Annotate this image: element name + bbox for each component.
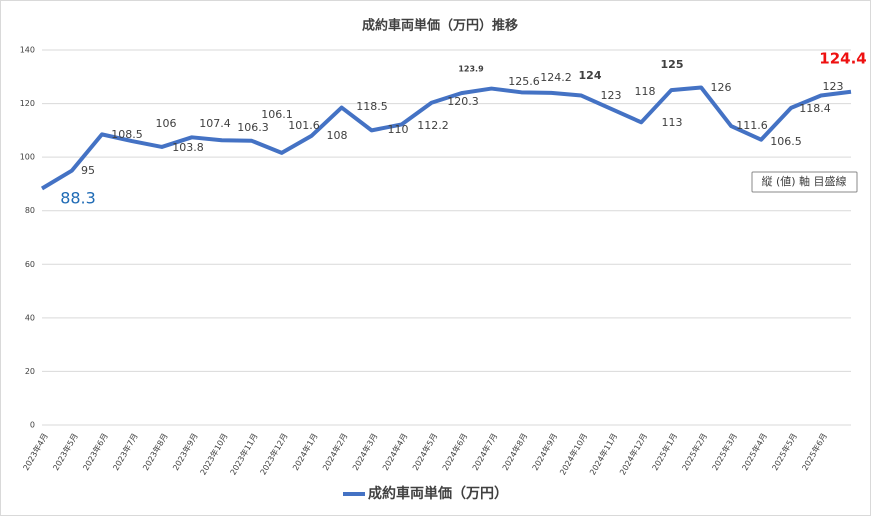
y-tick-label: 60 (25, 260, 35, 269)
data-label: 123 (823, 80, 844, 93)
y-tick-label: 0 (30, 421, 35, 430)
data-label: 118 (635, 85, 656, 98)
tooltip-box (751, 171, 858, 193)
data-label: 103.8 (172, 141, 204, 154)
data-label: 118.4 (799, 102, 831, 115)
y-tick-label: 120 (20, 99, 35, 108)
y-tick-label: 100 (20, 153, 35, 162)
y-tick-label: 40 (25, 313, 35, 322)
data-label: 124.2 (540, 71, 572, 84)
data-label: 125.6 (508, 75, 540, 88)
data-label: 106.1 (261, 108, 293, 121)
data-label: 118.5 (356, 100, 388, 113)
data-label: 95 (81, 164, 95, 177)
data-label: 111.6 (736, 119, 768, 132)
data-label: 113 (662, 116, 683, 129)
data-label: 126 (711, 81, 732, 94)
tooltip: 縦 (値) 軸 目盛線 (751, 171, 858, 193)
data-label: 123.9 (458, 65, 484, 74)
data-label: 88.3 (60, 189, 96, 208)
data-label: 101.6 (288, 119, 320, 132)
data-label: 108.5 (111, 128, 143, 141)
data-label: 124 (579, 69, 602, 82)
tooltip-text: 縦 (値) 軸 目盛線 (761, 174, 846, 188)
data-label: 106.3 (237, 121, 269, 134)
data-label: 124.4 (819, 50, 866, 68)
data-label: 125 (661, 58, 684, 71)
data-label: 110 (388, 123, 409, 136)
data-label: 107.4 (199, 117, 231, 130)
chart-title: 成約車両単価（万円）推移 (362, 18, 518, 34)
data-line (40, 85, 852, 191)
data-label: 112.2 (417, 119, 449, 132)
data-label: 120.3 (447, 95, 479, 108)
data-label: 123 (601, 89, 622, 102)
data-label: 106.5 (770, 135, 802, 148)
y-tick-label: 80 (25, 206, 35, 215)
legend-label: 成約車両単価（万円） (368, 485, 508, 502)
y-tick-label: 20 (25, 367, 35, 376)
y-tick-label: 140 (20, 46, 35, 55)
data-label: 108 (327, 129, 348, 142)
data-label: 106 (156, 117, 177, 130)
